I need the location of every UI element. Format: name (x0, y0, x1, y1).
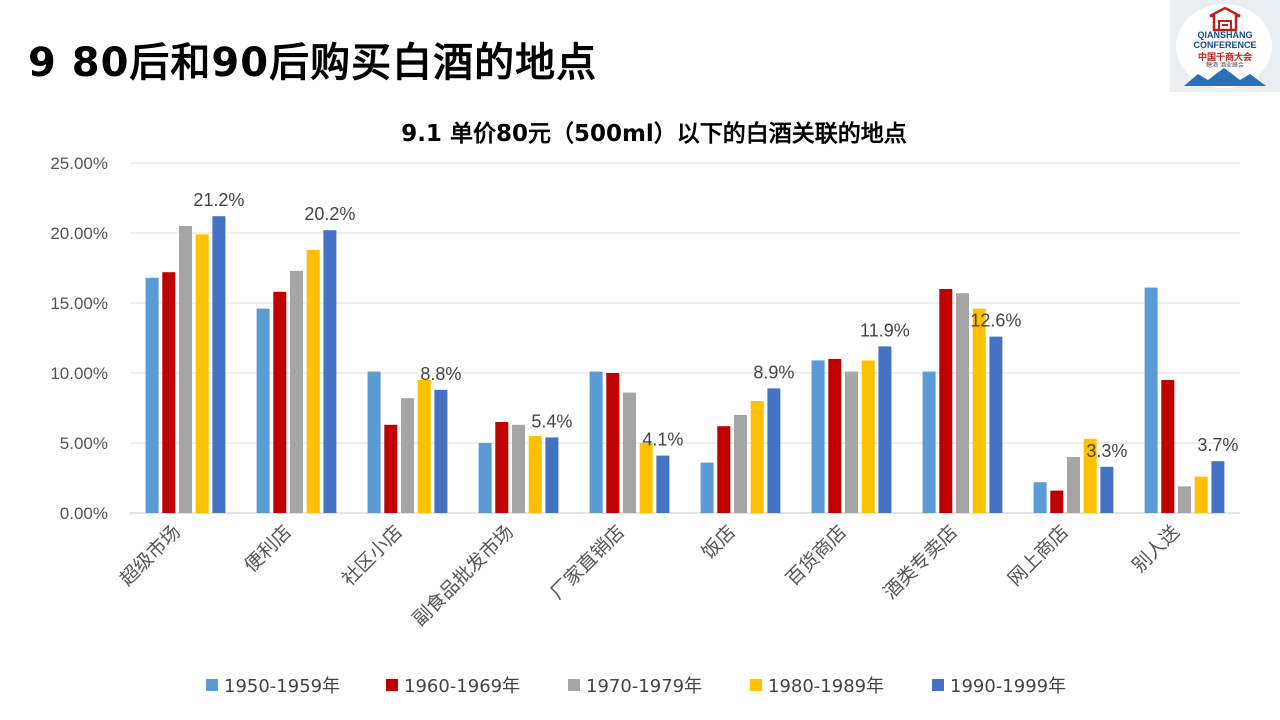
category-label: 饭店 (698, 521, 740, 563)
bar (212, 216, 226, 513)
bar (1194, 476, 1208, 513)
logo-line3: 中国千商大会 (1197, 53, 1252, 63)
bar (434, 389, 448, 513)
data-label: 8.8% (420, 364, 461, 384)
category-label: 别人送 (1128, 521, 1184, 577)
bar (179, 226, 192, 513)
bar (639, 443, 653, 513)
bar (1161, 380, 1175, 513)
bar (1178, 486, 1191, 513)
bar (145, 277, 159, 513)
bar (1050, 490, 1064, 513)
legend-label: 1960-1969年 (404, 676, 520, 697)
data-label: 11.9% (860, 320, 910, 340)
data-label: 3.7% (1197, 435, 1238, 455)
chart-title: 9.1 单价80元（500ml）以下的白酒关联的地点 (401, 120, 907, 147)
legend-swatch (750, 679, 762, 691)
page-title: 9 80后和90后购买白酒的地点 (28, 40, 598, 86)
data-label: 12.6% (970, 311, 1021, 331)
category-label: 网上商店 (1004, 521, 1073, 590)
category-label: 副食品批发市场 (408, 521, 518, 631)
y-tick-label: 25.00% (50, 154, 108, 173)
bar (828, 359, 842, 513)
bar (401, 398, 414, 513)
bar (162, 272, 176, 513)
bar (750, 401, 764, 513)
legend-label: 1980-1989年 (768, 676, 884, 697)
category-label: 酒类专卖店 (879, 521, 962, 604)
bar (972, 308, 986, 513)
bar (1033, 482, 1047, 513)
legend-swatch (568, 679, 580, 691)
bar (922, 371, 936, 513)
bar (989, 336, 1003, 513)
bar (1144, 287, 1158, 513)
data-label: 21.2% (193, 190, 244, 210)
legend-swatch (386, 679, 398, 691)
data-label: 20.2% (304, 204, 355, 224)
bar (290, 270, 303, 513)
category-label: 百货商店 (782, 521, 851, 590)
bar (878, 346, 892, 513)
bar (939, 289, 953, 513)
category-label: 超级市场 (116, 521, 185, 590)
bar (384, 424, 398, 513)
bar (1067, 457, 1080, 513)
category-label: 便利店 (240, 521, 296, 577)
bar (512, 424, 525, 513)
mountain-wave-icon (1184, 68, 1266, 86)
data-label: 4.1% (642, 430, 683, 450)
bar (767, 388, 781, 513)
legend-label: 1970-1979年 (586, 676, 702, 697)
logo-line2: CONFERENCE (1193, 40, 1257, 50)
legend-swatch (932, 679, 944, 691)
bar (656, 455, 670, 513)
bar (1211, 461, 1225, 513)
bar (306, 249, 320, 514)
bar (528, 436, 542, 513)
y-tick-label: 5.00% (60, 434, 108, 453)
bar (700, 462, 714, 513)
legend-swatch (206, 679, 218, 691)
category-label: 社区小店 (338, 521, 407, 590)
qianshang-logo: QIANSHANG CONFERENCE 中国千商大会 糖酒 酒业峰会 (1170, 0, 1280, 92)
bar (323, 230, 337, 513)
bar (589, 371, 603, 513)
bar (606, 373, 620, 513)
logo-line4: 糖酒 酒业峰会 (1206, 62, 1244, 69)
logo-line1: QIANSHANG (1197, 30, 1253, 40)
bar (734, 415, 747, 513)
bar (367, 371, 381, 513)
bar (273, 291, 287, 513)
data-label: 3.3% (1086, 441, 1127, 461)
bar (1083, 438, 1097, 513)
category-label: 厂家直销店 (546, 521, 629, 604)
bar (717, 426, 731, 513)
bar (478, 443, 492, 513)
legend-label: 1950-1959年 (224, 676, 340, 697)
bar (417, 380, 431, 513)
bar (811, 360, 825, 513)
bar (495, 422, 509, 513)
y-tick-label: 0.00% (60, 504, 108, 523)
y-tick-label: 15.00% (50, 294, 108, 313)
bar (1100, 466, 1114, 513)
bar (861, 360, 875, 513)
data-label: 5.4% (531, 411, 572, 431)
data-label: 8.9% (753, 362, 794, 382)
y-tick-label: 10.00% (50, 364, 108, 383)
bar (256, 308, 270, 513)
legend-label: 1990-1999年 (950, 676, 1066, 697)
y-tick-label: 20.00% (50, 224, 108, 243)
bar (195, 234, 209, 513)
bar (623, 392, 636, 513)
bar (956, 293, 969, 513)
pavilion-icon (1209, 6, 1241, 32)
bar (845, 371, 858, 513)
bar (545, 437, 559, 513)
